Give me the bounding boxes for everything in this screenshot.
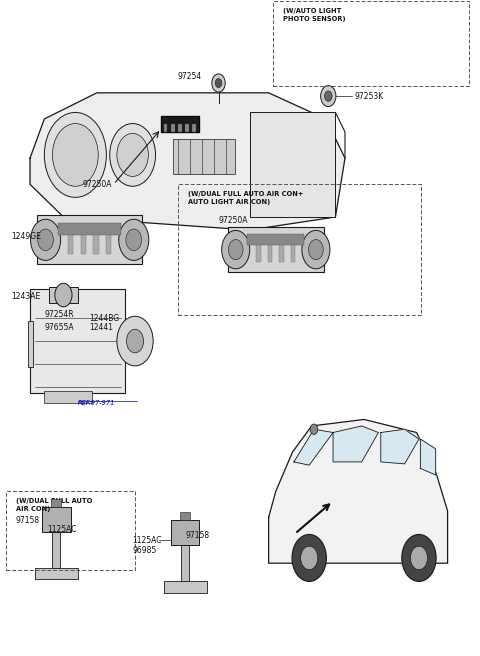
Circle shape — [310, 424, 318, 434]
Circle shape — [410, 546, 428, 569]
Polygon shape — [333, 426, 378, 462]
Text: 97250A: 97250A — [218, 216, 248, 225]
Circle shape — [300, 546, 318, 569]
Circle shape — [222, 230, 250, 269]
Text: (W/DUAL FULL AUTO
AIR CON): (W/DUAL FULL AUTO AIR CON) — [16, 498, 92, 512]
Bar — [42, 507, 71, 532]
Text: (W/AUTO LIGHT
PHOTO SENSOR): (W/AUTO LIGHT PHOTO SENSOR) — [283, 8, 346, 22]
Bar — [164, 581, 206, 592]
Text: 1243AE: 1243AE — [11, 292, 40, 301]
Circle shape — [110, 123, 156, 186]
Bar — [52, 532, 60, 567]
Bar — [173, 138, 235, 174]
Circle shape — [228, 239, 243, 260]
Bar — [106, 226, 111, 253]
Bar — [171, 520, 199, 545]
Polygon shape — [30, 93, 345, 230]
Text: 97158: 97158 — [185, 531, 209, 541]
Polygon shape — [269, 419, 447, 563]
Bar — [37, 215, 142, 264]
Polygon shape — [294, 429, 333, 465]
Circle shape — [31, 219, 60, 260]
Bar — [185, 124, 189, 132]
Bar — [247, 234, 304, 245]
Bar — [28, 321, 34, 367]
Bar — [81, 226, 86, 253]
Text: 1125AC: 1125AC — [132, 536, 162, 544]
Bar — [192, 124, 196, 132]
Circle shape — [55, 283, 72, 307]
Bar — [274, 1, 469, 87]
Circle shape — [126, 329, 144, 353]
Bar — [44, 392, 92, 403]
Text: 97158: 97158 — [16, 516, 40, 525]
Circle shape — [212, 74, 225, 92]
Circle shape — [321, 86, 336, 106]
Circle shape — [324, 91, 332, 101]
Circle shape — [215, 79, 222, 88]
Bar — [279, 237, 284, 262]
Circle shape — [117, 316, 153, 366]
Polygon shape — [381, 429, 419, 464]
Circle shape — [117, 133, 148, 176]
Circle shape — [402, 535, 436, 581]
Bar — [178, 184, 421, 315]
Text: 12441: 12441 — [90, 323, 114, 333]
Circle shape — [292, 535, 326, 581]
Text: REF.97-971: REF.97-971 — [78, 400, 115, 406]
Text: 1244BG: 1244BG — [90, 314, 120, 323]
Bar — [51, 499, 61, 507]
Bar — [256, 237, 261, 262]
Circle shape — [44, 112, 107, 197]
Bar — [93, 226, 98, 253]
Bar — [58, 222, 121, 235]
Bar — [180, 512, 190, 520]
Circle shape — [309, 239, 323, 260]
Bar — [35, 567, 78, 579]
Circle shape — [52, 123, 98, 186]
Bar — [30, 289, 125, 394]
Text: 96985: 96985 — [132, 546, 157, 554]
Circle shape — [126, 229, 142, 251]
Bar — [49, 287, 78, 303]
Polygon shape — [420, 439, 436, 475]
Circle shape — [119, 219, 149, 260]
Bar — [164, 124, 168, 132]
Circle shape — [38, 229, 53, 251]
Text: 97254: 97254 — [178, 72, 202, 81]
Bar — [6, 491, 135, 569]
Circle shape — [302, 230, 330, 269]
Bar — [181, 545, 189, 581]
Text: 1125AC: 1125AC — [47, 525, 76, 534]
Bar — [171, 124, 175, 132]
Bar — [178, 124, 182, 132]
Text: 97655A: 97655A — [44, 323, 74, 333]
Bar — [228, 227, 324, 272]
Text: (W/DUAL FULL AUTO AIR CON+
AUTO LIGHT AIR CON): (W/DUAL FULL AUTO AIR CON+ AUTO LIGHT AI… — [188, 191, 303, 205]
Bar — [250, 112, 336, 217]
Text: 97254R: 97254R — [44, 310, 74, 319]
Bar — [268, 237, 273, 262]
Text: 97253K: 97253K — [355, 92, 384, 100]
Bar — [68, 226, 73, 253]
Bar — [290, 237, 295, 262]
Polygon shape — [161, 115, 199, 132]
Text: 1249GE: 1249GE — [11, 232, 41, 241]
Text: 97250A: 97250A — [83, 180, 112, 189]
